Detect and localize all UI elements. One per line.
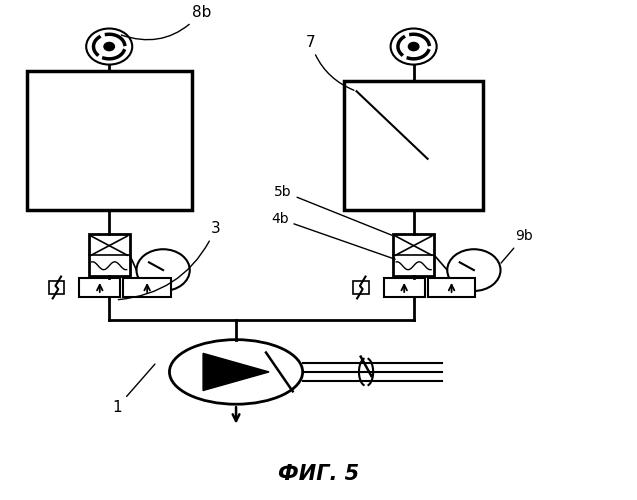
- Polygon shape: [203, 354, 269, 391]
- Text: 7: 7: [306, 34, 354, 90]
- Text: ФИГ. 5: ФИГ. 5: [278, 464, 359, 483]
- Text: 9b: 9b: [501, 230, 533, 263]
- Text: 4b: 4b: [271, 212, 395, 259]
- Bar: [393, 234, 434, 276]
- Text: 1: 1: [112, 364, 155, 414]
- Ellipse shape: [169, 340, 303, 404]
- Bar: [89, 234, 130, 276]
- Text: 8b: 8b: [121, 4, 211, 40]
- Bar: [353, 282, 369, 294]
- Bar: [344, 82, 483, 210]
- Circle shape: [104, 42, 115, 50]
- Bar: [383, 278, 425, 297]
- Bar: [427, 278, 475, 297]
- Bar: [123, 278, 171, 297]
- Circle shape: [408, 42, 419, 50]
- Text: 5b: 5b: [274, 184, 392, 236]
- Bar: [27, 72, 192, 210]
- Text: 3: 3: [118, 221, 220, 300]
- Bar: [79, 278, 120, 297]
- Bar: [48, 282, 64, 294]
